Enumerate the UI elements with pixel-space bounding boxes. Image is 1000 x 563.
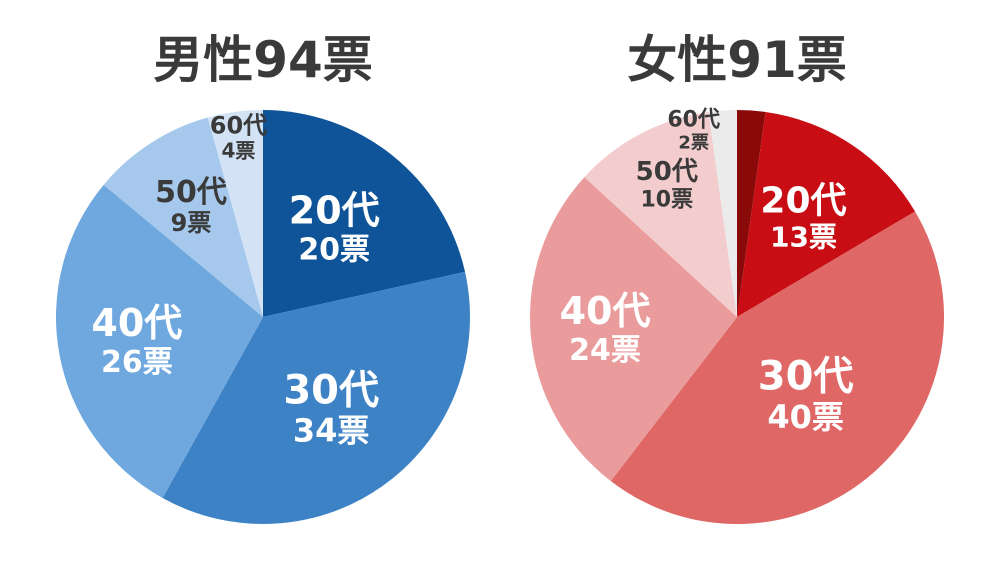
female-slice-4 <box>584 111 737 317</box>
female-pie: 10代2票20代13票30代40票40代24票50代10票60代2票 <box>530 104 944 524</box>
male-slice-2 <box>55 184 263 498</box>
male-slice-3 <box>103 117 263 317</box>
male-slice-4-category-label: 60代 <box>210 112 267 140</box>
male-slice-2-category-label: 40代 <box>91 301 182 345</box>
female-slice-1-category-label: 20代 <box>760 181 846 222</box>
male-slice-4-value-label: 4票 <box>222 139 256 163</box>
male-slice-0-value-label: 20票 <box>298 233 370 268</box>
female-slice-3-value-label: 24票 <box>569 333 641 368</box>
female-slice-1 <box>737 111 916 317</box>
male-slice-1-value-label: 34票 <box>293 412 370 450</box>
male-slice-2-value-label: 26票 <box>101 345 173 380</box>
male-slice-4 <box>207 110 263 317</box>
female-slice-3-category-label: 40代 <box>560 289 651 333</box>
female-slice-4-category-label: 50代 <box>636 157 698 187</box>
male-slice-3-category-label: 50代 <box>155 175 227 210</box>
male-slice-0 <box>263 110 466 317</box>
male-chart-title: 男性94票 <box>153 31 373 89</box>
female-slice-2-value-label: 40票 <box>767 398 844 436</box>
male-slice-1 <box>162 271 471 524</box>
female-slice-5-value-label: 2票 <box>678 132 709 153</box>
female-slice-5-category-label: 60代 <box>667 108 720 133</box>
male-slice-1-category-label: 30代 <box>283 367 379 413</box>
female-slice-2 <box>610 211 944 524</box>
female-slice-2-category-label: 30代 <box>758 354 854 400</box>
female-slice-4-value-label: 10票 <box>640 187 693 212</box>
male-slice-0-category-label: 20代 <box>289 189 380 233</box>
female-slice-3 <box>530 177 737 482</box>
female-chart-title: 女性91票 <box>627 31 847 89</box>
female-slice-0 <box>737 110 766 317</box>
male-slice-3-value-label: 9票 <box>171 209 212 237</box>
female-slice-1-value-label: 13票 <box>770 220 837 253</box>
female-slice-5 <box>708 110 737 317</box>
